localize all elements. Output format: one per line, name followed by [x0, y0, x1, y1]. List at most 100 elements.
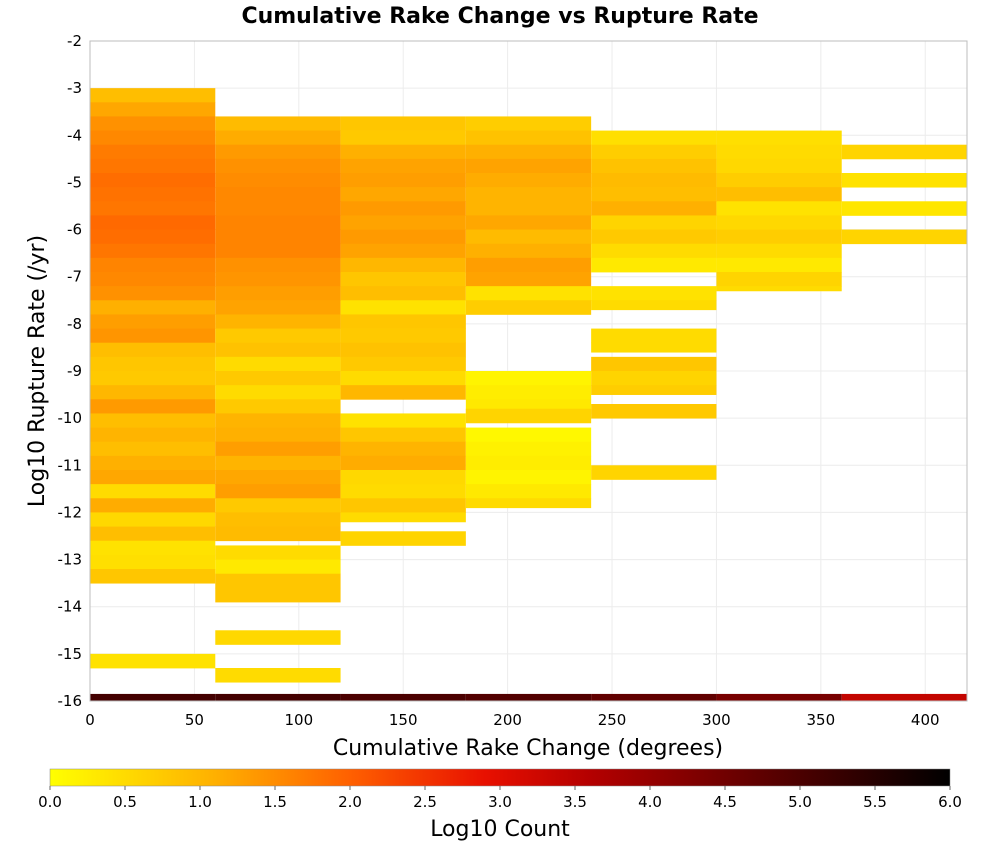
heatmap-cell	[340, 427, 466, 443]
colorbar-tick-label: 6.0	[938, 793, 962, 811]
heatmap-cell	[215, 300, 341, 315]
heatmap-cell	[591, 356, 717, 372]
heatmap-cell	[465, 144, 592, 160]
heatmap-cell	[215, 427, 341, 443]
heatmap-cell	[215, 484, 341, 499]
heatmap-cell	[215, 229, 341, 245]
heatmap-cell	[591, 173, 717, 188]
heatmap-cell	[215, 668, 341, 683]
heatmap-cell	[90, 300, 216, 315]
heatmap-cell	[465, 215, 592, 230]
x-tick-label: 250	[598, 711, 627, 729]
heatmap-cell	[215, 144, 341, 160]
heatmap-cell	[340, 215, 466, 230]
heatmap-cell	[215, 512, 341, 527]
heatmap-cell	[340, 385, 466, 400]
heatmap-cell	[215, 573, 341, 589]
heatmap-cell	[90, 427, 216, 443]
heatmap-cell	[90, 229, 216, 245]
y-tick-label: -11	[58, 456, 83, 474]
heatmap-cell	[90, 144, 216, 160]
heatmap-cell	[215, 257, 341, 273]
colorbar-tick-label: 2.0	[338, 793, 362, 811]
colorbar-tick-label: 1.5	[263, 793, 287, 811]
heatmap-cell	[591, 201, 717, 216]
heatmap-cell	[465, 286, 592, 301]
heatmap-cell	[215, 498, 341, 513]
heatmap-cell	[465, 300, 592, 315]
heatmap-cell	[340, 342, 466, 358]
heatmap-cell	[841, 693, 967, 702]
heatmap-cell	[90, 272, 216, 287]
heatmap-cell	[90, 257, 216, 273]
colorbar-tick-label: 3.0	[488, 793, 512, 811]
heatmap-cell	[841, 201, 967, 216]
heatmap-cell	[90, 102, 216, 117]
x-axis-ticks: 0 50 100 150 200 250 300 350 400	[85, 711, 939, 729]
heatmap-cell	[90, 201, 216, 216]
heatmap-cell	[716, 215, 842, 230]
heatmap-cell	[90, 526, 216, 542]
heatmap-cell	[215, 455, 341, 471]
heatmap-cell	[90, 484, 216, 499]
heatmap-cell	[90, 569, 216, 584]
y-tick-label: -14	[58, 598, 83, 616]
heatmap-cell	[215, 187, 341, 202]
heatmap-cell	[215, 399, 341, 414]
heatmap-cell	[215, 371, 341, 386]
heatmap-cell	[340, 229, 466, 245]
colorbar-tick-label: 5.0	[788, 793, 812, 811]
heatmap-cell	[90, 88, 216, 103]
heatmap-cell	[591, 130, 717, 146]
heatmap-cell	[90, 243, 216, 259]
heatmap-cell	[90, 116, 216, 131]
y-tick-label: -8	[67, 315, 82, 333]
heatmap-cell	[591, 328, 717, 344]
x-tick-label: 400	[911, 711, 940, 729]
heatmap-cell	[340, 173, 466, 188]
heatmap-cell	[90, 385, 216, 400]
heatmap-cell	[90, 470, 216, 485]
heatmap-cell	[716, 272, 842, 287]
x-tick-label: 50	[185, 711, 204, 729]
heatmap-cell	[215, 385, 341, 400]
heatmap-cell	[90, 130, 216, 146]
heatmap-cell	[465, 173, 592, 188]
colorbar	[49, 768, 951, 787]
heatmap-cell	[340, 272, 466, 287]
heatmap-cell	[465, 385, 592, 400]
heatmap-cell	[340, 356, 466, 372]
heatmap-cell	[465, 272, 592, 287]
heatmap-cell	[716, 257, 842, 273]
heatmap-cell	[340, 512, 466, 523]
heatmap-cell	[340, 693, 466, 702]
heatmap-cell	[716, 201, 842, 216]
x-tick-label: 0	[85, 711, 95, 729]
heatmap-cell	[841, 144, 967, 160]
heatmap-cell	[465, 371, 592, 386]
x-tick-label: 350	[807, 711, 836, 729]
heatmap-cell	[215, 441, 341, 457]
heatmap-cell	[90, 498, 216, 513]
heatmap-cell	[591, 257, 717, 273]
colorbar-ticks: 0.0 0.5 1.0 1.5 2.0 2.5 3.0 3.5 4.0 4.5 5.0 5.5 6.0	[38, 786, 962, 811]
heatmap-cell	[591, 215, 717, 230]
chart-title: Cumulative Rake Change vs Rupture Rate	[241, 4, 758, 29]
y-axis-ticks: -2 -3 -4 -5 -6 -7 -8 -9 -10 -11 -12 -13 -14 -15 -16	[58, 32, 83, 710]
heatmap-cell	[90, 441, 216, 457]
heatmap-cell	[215, 314, 341, 329]
heatmap-cell	[215, 158, 341, 174]
heatmap-cell	[340, 300, 466, 315]
heatmap-cell	[716, 158, 842, 174]
x-axis-label: Cumulative Rake Change (degrees)	[333, 736, 723, 761]
heatmap-cell	[215, 130, 341, 146]
heatmap-cell	[340, 328, 466, 344]
y-tick-label: -2	[67, 32, 82, 50]
heatmap-cell	[465, 158, 592, 174]
y-tick-label: -5	[67, 173, 82, 191]
heatmap-cell	[90, 356, 216, 372]
y-tick-label: -7	[67, 268, 82, 286]
heatmap-cell	[340, 484, 466, 499]
heatmap-cell	[90, 342, 216, 358]
